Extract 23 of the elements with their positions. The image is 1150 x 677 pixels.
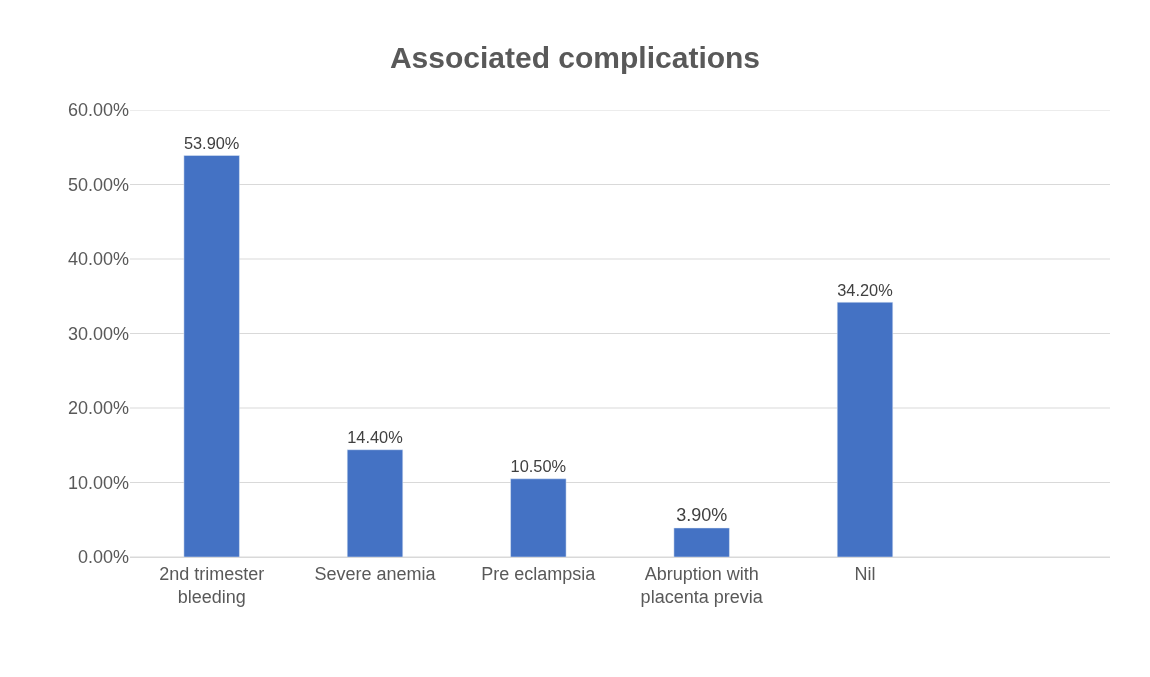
data-label: 14.40%: [347, 428, 403, 447]
x-tick-label: 2nd trimester bleeding: [159, 563, 265, 607]
bar: [346, 449, 404, 557]
y-tick-label: 30.00%: [67, 323, 129, 344]
data-label: 34.20%: [837, 280, 893, 299]
y-tick-label: 0.00%: [77, 547, 129, 568]
bar: [183, 155, 240, 557]
y-tick-label: 40.00%: [67, 249, 129, 270]
x-tick-label: Severe anemia: [314, 563, 437, 584]
bar: [673, 527, 730, 557]
data-label: 3.90%: [676, 504, 728, 525]
chart-title: Associated complications: [389, 41, 761, 75]
x-tick-label: Abruption with placenta previa: [640, 563, 764, 607]
y-tick-label: 60.00%: [67, 100, 129, 121]
y-tick-label: 50.00%: [67, 174, 129, 195]
bar: [510, 478, 567, 557]
x-tick-label: Nil: [854, 563, 876, 584]
y-tick-label: 10.00%: [67, 472, 129, 493]
y-tick-label: 20.00%: [67, 398, 129, 419]
bar: [836, 301, 894, 557]
x-tick-label: Pre eclampsia: [481, 563, 597, 584]
data-label: 10.50%: [510, 457, 567, 476]
data-label: 53.90%: [183, 133, 240, 152]
